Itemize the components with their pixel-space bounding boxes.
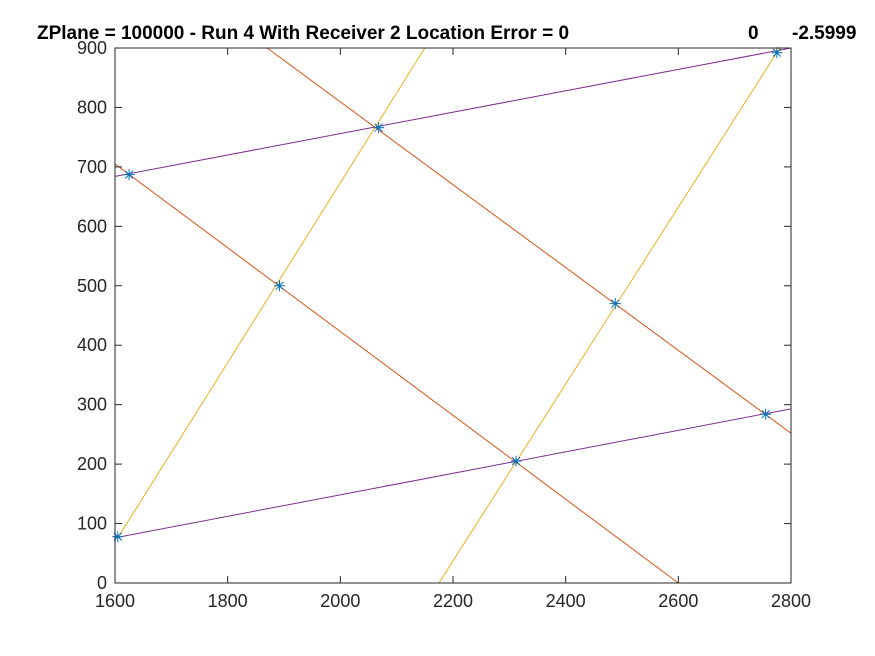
y-tick-label: 100 [77,514,107,534]
marker-stroke [610,299,620,308]
chart-title-value-1: 0 [748,23,759,44]
y-tick-label: 500 [77,276,107,296]
series-2-line-0 [117,48,426,539]
marker-layer [112,47,783,543]
y-tick-label: 200 [77,454,107,474]
chart-title-value-2: -2.5999 [792,23,856,44]
y-tick-label: 800 [77,97,107,117]
x-tick-label: 1800 [208,591,248,611]
marker-stroke [761,409,770,419]
plot-background [115,48,791,583]
series-1-line-1 [266,48,791,434]
axes-layer: 1600 1800 2000 2200 2400 2600 2800 0 100 200 300 40… [77,38,811,611]
plot-area [115,48,791,583]
x-tick-label: 2200 [433,591,473,611]
series-1-line-0 [115,163,679,583]
series-2-line-1 [438,48,781,583]
y-tick-label: 400 [77,335,107,355]
y-tick-label: 600 [77,216,107,236]
series-0-line-1 [115,408,791,539]
data-point-marker [112,531,124,543]
marker-stroke [275,281,284,291]
y-tick-label: 0 [97,573,107,593]
y-tick-label: 700 [77,157,107,177]
x-tick-label: 2600 [658,591,698,611]
data-point-marker [123,169,135,181]
series-0-line-0 [115,48,791,177]
marker-stroke [772,48,782,57]
y-tick-label: 900 [77,38,107,58]
data-point-marker [373,122,385,134]
marker-stroke [511,456,521,466]
data-point-marker [609,298,621,310]
series-layer [115,48,791,583]
data-point-marker [273,280,285,292]
chart-title-main: ZPlane = 100000 - Run 4 With Receiver 2 … [37,23,569,44]
x-tick-label: 2800 [771,591,811,611]
y-tick-label: 300 [77,395,107,415]
data-point-marker [510,455,522,467]
x-tick-label: 2000 [320,591,360,611]
data-point-marker [771,47,783,59]
marker-stroke [124,170,134,179]
marker-stroke [374,123,383,132]
x-tick-label: 2400 [546,591,586,611]
x-tick-label: 1600 [95,591,135,611]
data-point-marker [760,408,772,420]
chart-title: ZPlane = 100000 - Run 4 With Receiver 2 … [37,23,856,44]
